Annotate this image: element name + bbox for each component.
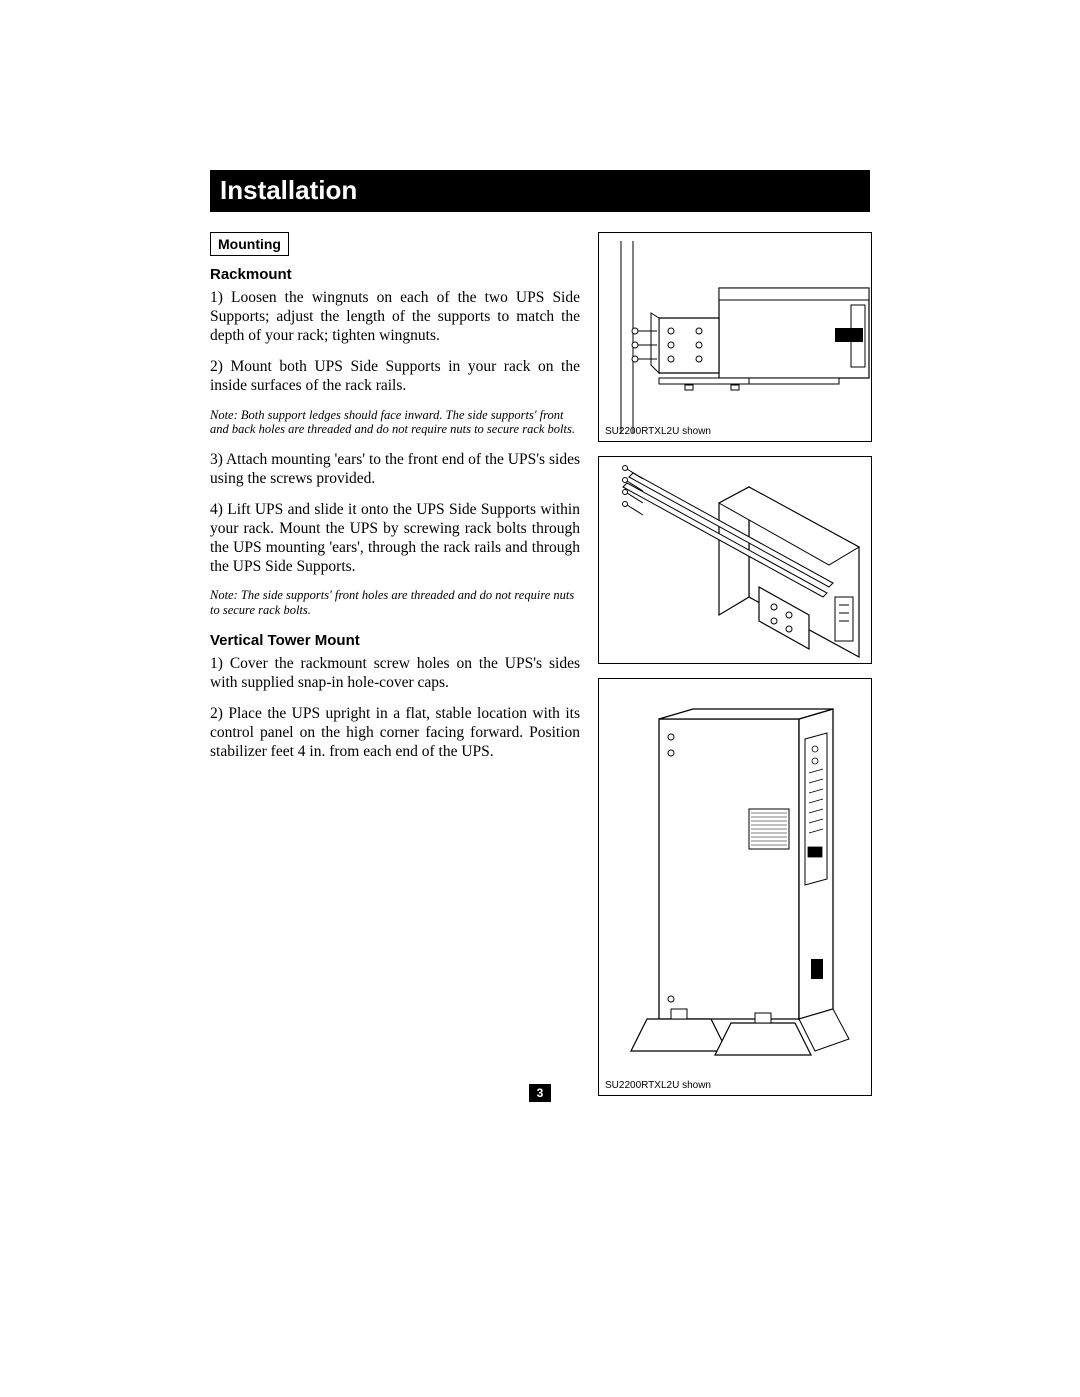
rackmount-step-2: 2) Mount both UPS Side Supports in your …	[210, 358, 580, 396]
content-row: Mounting Rackmount 1) Loosen the wingnut…	[210, 232, 870, 1096]
figure-1-caption: SU2200RTXL2U shown	[605, 426, 711, 437]
rackmount-note-2: Note: The side supports' front holes are…	[210, 588, 580, 618]
tower-step-2: 2) Place the UPS upright in a flat, stab…	[210, 705, 580, 762]
rackmount-step-4: 4) Lift UPS and slide it onto the UPS Si…	[210, 501, 580, 577]
tower-step-1: 1) Cover the rackmount screw holes on th…	[210, 655, 580, 693]
figure-mounting-ears	[598, 456, 872, 664]
rackmount-step-3: 3) Attach mounting 'ears' to the front e…	[210, 451, 580, 489]
mounting-ears-illustration	[599, 457, 871, 665]
mounting-badge: Mounting	[210, 232, 289, 256]
rackmount-support-illustration	[599, 233, 871, 443]
rackmount-heading: Rackmount	[210, 266, 580, 283]
figure-rackmount-support: SU2200RTXL2U shown	[598, 232, 872, 442]
left-column: Mounting Rackmount 1) Loosen the wingnut…	[210, 232, 580, 1096]
tower-heading: Vertical Tower Mount	[210, 632, 580, 649]
rackmount-note-1: Note: Both support ledges should face in…	[210, 408, 580, 438]
right-column: SU2200RTXL2U shown	[598, 232, 872, 1096]
vertical-tower-illustration	[599, 679, 871, 1097]
page-number: 3	[529, 1084, 552, 1102]
page: Installation Mounting Rackmount 1) Loose…	[0, 0, 1080, 1096]
figure-vertical-tower: SU2200RTXL2U shown	[598, 678, 872, 1096]
section-header: Installation	[210, 170, 870, 212]
page-number-wrap: 3	[0, 1084, 1080, 1102]
rackmount-step-1: 1) Loosen the wingnuts on each of the tw…	[210, 289, 580, 346]
